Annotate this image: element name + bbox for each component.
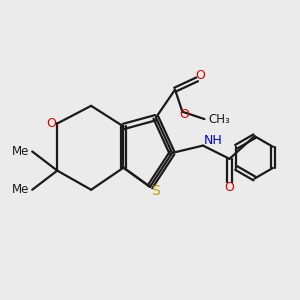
Text: O: O: [196, 69, 206, 82]
Text: O: O: [225, 181, 234, 194]
Text: Me: Me: [12, 145, 30, 158]
Text: O: O: [179, 108, 189, 121]
Text: S: S: [152, 184, 160, 198]
Text: Me: Me: [12, 183, 30, 196]
Text: O: O: [46, 117, 56, 130]
Text: NH: NH: [204, 134, 223, 147]
Text: CH₃: CH₃: [208, 112, 230, 126]
